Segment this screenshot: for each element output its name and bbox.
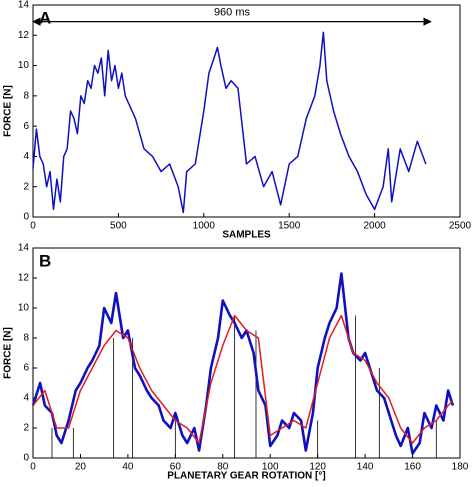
y-axis-label: FORCE [N] bbox=[3, 85, 14, 137]
y-tick-label: 4 bbox=[23, 151, 29, 162]
panel-label: B bbox=[39, 251, 51, 270]
x-tick-label: 40 bbox=[122, 462, 134, 473]
y-axis-label: FORCE [N] bbox=[3, 327, 14, 379]
x-tick-label: 1500 bbox=[278, 221, 301, 232]
x-axis-label: PLANETARY GEAR ROTATION [°] bbox=[167, 471, 325, 482]
plot-area bbox=[32, 4, 461, 218]
annotation-text: 960 ms bbox=[214, 7, 251, 19]
x-tick-label: 80 bbox=[217, 462, 229, 473]
x-tick-label: 2500 bbox=[449, 221, 472, 232]
y-tick-label: 2 bbox=[23, 423, 29, 434]
y-tick-label: 2 bbox=[23, 181, 29, 192]
x-tick-label: 1000 bbox=[193, 221, 216, 232]
data-line bbox=[31, 272, 455, 455]
y-tick-label: 12 bbox=[18, 273, 30, 284]
data-line bbox=[32, 31, 427, 214]
plot-area bbox=[32, 247, 461, 459]
y-tick-label: 6 bbox=[23, 363, 29, 374]
x-tick-label: 60 bbox=[170, 462, 182, 473]
y-tick-label: 12 bbox=[18, 30, 30, 41]
y-tick-label: 8 bbox=[23, 90, 29, 101]
x-tick-label: 180 bbox=[452, 462, 469, 473]
x-tick-label: 140 bbox=[357, 462, 374, 473]
x-tick-label: 0 bbox=[30, 462, 36, 473]
y-tick-label: 14 bbox=[18, 243, 30, 254]
y-tick-label: 6 bbox=[23, 121, 29, 132]
x-tick-label: 20 bbox=[75, 462, 87, 473]
y-tick-label: 10 bbox=[18, 303, 30, 314]
y-tick-label: 0 bbox=[23, 453, 29, 464]
x-tick-label: 100 bbox=[262, 462, 279, 473]
data-line bbox=[32, 314, 454, 444]
y-tick-label: 0 bbox=[23, 212, 29, 223]
x-tick-label: 120 bbox=[309, 462, 326, 473]
x-tick-label: 0 bbox=[30, 221, 36, 232]
panel-label: A bbox=[39, 8, 51, 27]
y-tick-label: 4 bbox=[23, 393, 29, 404]
x-tick-label: 160 bbox=[404, 462, 421, 473]
y-tick-label: 14 bbox=[18, 0, 30, 11]
x-axis-label: SAMPLES bbox=[222, 230, 271, 241]
x-tick-label: 2000 bbox=[363, 221, 386, 232]
x-tick-label: 500 bbox=[110, 221, 127, 232]
y-tick-label: 8 bbox=[23, 333, 29, 344]
y-tick-label: 10 bbox=[18, 60, 30, 71]
